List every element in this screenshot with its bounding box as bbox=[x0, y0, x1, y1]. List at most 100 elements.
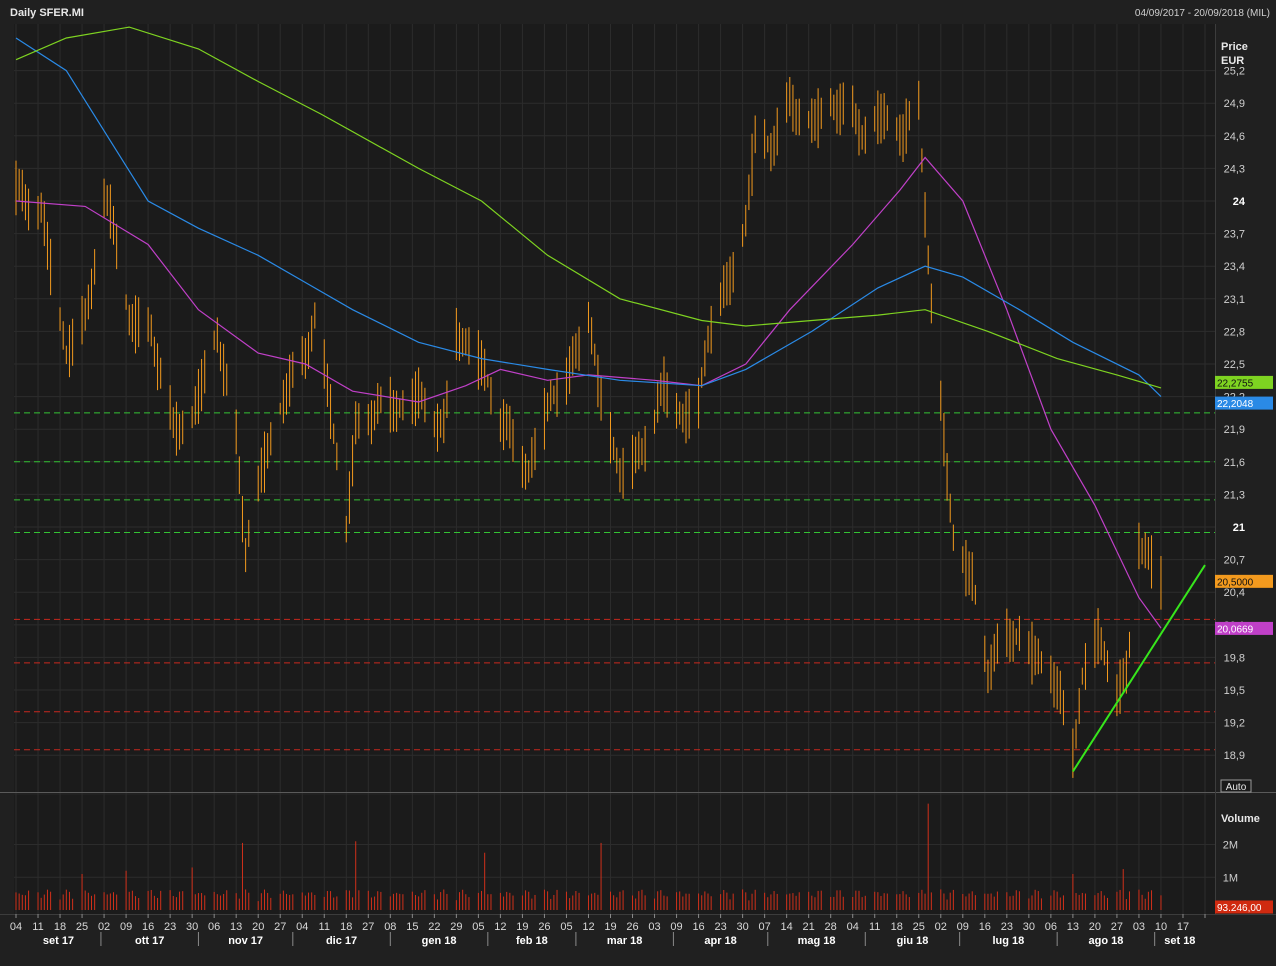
day-tick-label: 21 bbox=[803, 921, 815, 933]
price-tick-label: 23,7 bbox=[1224, 229, 1245, 241]
day-tick-label: 06 bbox=[1045, 921, 1057, 933]
price-tick-label: 20,7 bbox=[1224, 555, 1245, 567]
day-tick-label: 19 bbox=[604, 921, 616, 933]
month-label: gen 18 bbox=[422, 935, 457, 947]
auto-scale-button[interactable] bbox=[1220, 779, 1252, 793]
day-tick-label: 12 bbox=[494, 921, 506, 933]
trendline[interactable] bbox=[1072, 564, 1206, 773]
day-tick-label: 25 bbox=[913, 921, 925, 933]
day-tick-label: 18 bbox=[891, 921, 903, 933]
auto-scale-label: Auto bbox=[1226, 782, 1247, 793]
price-tick-label: 24,6 bbox=[1224, 131, 1245, 143]
price-tick-label: 23,4 bbox=[1224, 261, 1245, 273]
day-tick-label: 16 bbox=[692, 921, 704, 933]
day-tick-label: 30 bbox=[736, 921, 748, 933]
day-tick-label: 17 bbox=[1177, 921, 1189, 933]
volume-axis-label: Volume bbox=[1221, 813, 1260, 825]
day-tick-label: 10 bbox=[1155, 921, 1167, 933]
price-tick-label: 19,8 bbox=[1224, 652, 1245, 664]
price-tick-label: 21 bbox=[1233, 522, 1245, 534]
day-tick-label: 02 bbox=[98, 921, 110, 933]
day-tick-label: 14 bbox=[781, 921, 793, 933]
price-tick-label: 24 bbox=[1233, 196, 1246, 208]
price-tick-label: 21,9 bbox=[1224, 424, 1245, 436]
last-value-tag bbox=[1215, 621, 1273, 635]
day-tick-label: 18 bbox=[54, 921, 66, 933]
day-tick-label: 27 bbox=[362, 921, 374, 933]
price-axis: 25,224,924,624,32423,723,423,122,822,522… bbox=[1224, 66, 1246, 763]
price-tick-label: 22,8 bbox=[1224, 326, 1245, 338]
day-tick-label: 09 bbox=[957, 921, 969, 933]
day-tick-label: 05 bbox=[472, 921, 484, 933]
day-tick-label: 27 bbox=[1111, 921, 1123, 933]
volume-tick-label: 2M bbox=[1223, 840, 1238, 852]
date-axis: 04 11 18 25 02 09 16 23 30 06 13 20 27 04 11 18 27 08 15 22… bbox=[10, 914, 1206, 947]
moving-average-lines bbox=[15, 26, 1162, 629]
price-tick-label: 24,9 bbox=[1224, 98, 1245, 110]
day-tick-label: 29 bbox=[450, 921, 462, 933]
day-tick-label: 27 bbox=[274, 921, 286, 933]
last-value-label: 22,2755 bbox=[1217, 378, 1254, 389]
last-value-label: 20,0669 bbox=[1217, 624, 1254, 635]
price-tick-label: 19,5 bbox=[1224, 685, 1245, 697]
date-range: 04/09/2017 - 20/09/2018 (MIL) bbox=[1135, 8, 1270, 19]
moving-average-line bbox=[15, 37, 1162, 398]
day-tick-label: 13 bbox=[230, 921, 242, 933]
volume-tick-label: 1M bbox=[1223, 872, 1238, 884]
price-axis-label: Price bbox=[1221, 41, 1248, 53]
price-bars bbox=[15, 76, 1162, 778]
grid bbox=[14, 24, 1215, 914]
last-value-tag bbox=[1215, 900, 1273, 914]
price-tick-label: 19,2 bbox=[1224, 718, 1245, 730]
day-tick-label: 23 bbox=[164, 921, 176, 933]
month-label: dic 17 bbox=[326, 935, 357, 947]
day-tick-label: 03 bbox=[648, 921, 660, 933]
day-tick-label: 16 bbox=[142, 921, 154, 933]
day-tick-label: 02 bbox=[935, 921, 947, 933]
day-tick-label: 08 bbox=[384, 921, 396, 933]
day-tick-label: 09 bbox=[120, 921, 132, 933]
last-value-tags: 22,2755 22,2048 20,5000 20,0669 93.246,00 bbox=[1215, 375, 1273, 914]
horizontal-levels bbox=[14, 412, 1215, 751]
moving-average-line bbox=[15, 26, 1162, 389]
price-tick-label: 21,3 bbox=[1224, 489, 1245, 501]
day-tick-label: 26 bbox=[626, 921, 638, 933]
day-tick-label: 15 bbox=[406, 921, 418, 933]
day-tick-label: 20 bbox=[252, 921, 264, 933]
day-tick-label: 22 bbox=[428, 921, 440, 933]
month-label: ott 17 bbox=[135, 935, 164, 947]
price-tick-label: 24,3 bbox=[1224, 163, 1245, 175]
month-label: nov 17 bbox=[228, 935, 263, 947]
day-tick-label: 04 bbox=[847, 921, 859, 933]
day-tick-label: 06 bbox=[208, 921, 220, 933]
day-tick-label: 04 bbox=[296, 921, 308, 933]
currency-label: EUR bbox=[1221, 55, 1244, 67]
price-tick-label: 20,4 bbox=[1224, 587, 1245, 599]
day-tick-label: 19 bbox=[516, 921, 528, 933]
price-tick-label: 21,6 bbox=[1224, 457, 1245, 469]
price-tick-label: 25,2 bbox=[1224, 66, 1245, 78]
day-tick-label: 05 bbox=[560, 921, 572, 933]
price-panel[interactable] bbox=[14, 24, 1215, 792]
month-label: set 17 bbox=[43, 935, 74, 947]
month-label: feb 18 bbox=[516, 935, 548, 947]
last-value-tag bbox=[1215, 375, 1273, 389]
day-tick-label: 11 bbox=[869, 921, 880, 933]
day-tick-label: 26 bbox=[538, 921, 550, 933]
moving-average-line bbox=[15, 156, 1162, 629]
day-tick-label: 09 bbox=[670, 921, 682, 933]
day-tick-label: 11 bbox=[32, 921, 43, 933]
last-value-label: 22,2048 bbox=[1217, 399, 1254, 410]
chart-title: Daily SFER.MI bbox=[10, 7, 84, 19]
month-label: apr 18 bbox=[704, 935, 736, 947]
price-tick-label: 23,1 bbox=[1224, 294, 1245, 306]
day-tick-label: 23 bbox=[714, 921, 726, 933]
month-label: ago 18 bbox=[1088, 935, 1123, 947]
last-value-tag bbox=[1215, 574, 1273, 588]
day-tick-label: 16 bbox=[979, 921, 991, 933]
day-tick-label: 25 bbox=[76, 921, 88, 933]
month-label: set 18 bbox=[1164, 935, 1195, 947]
day-tick-label: 07 bbox=[759, 921, 771, 933]
